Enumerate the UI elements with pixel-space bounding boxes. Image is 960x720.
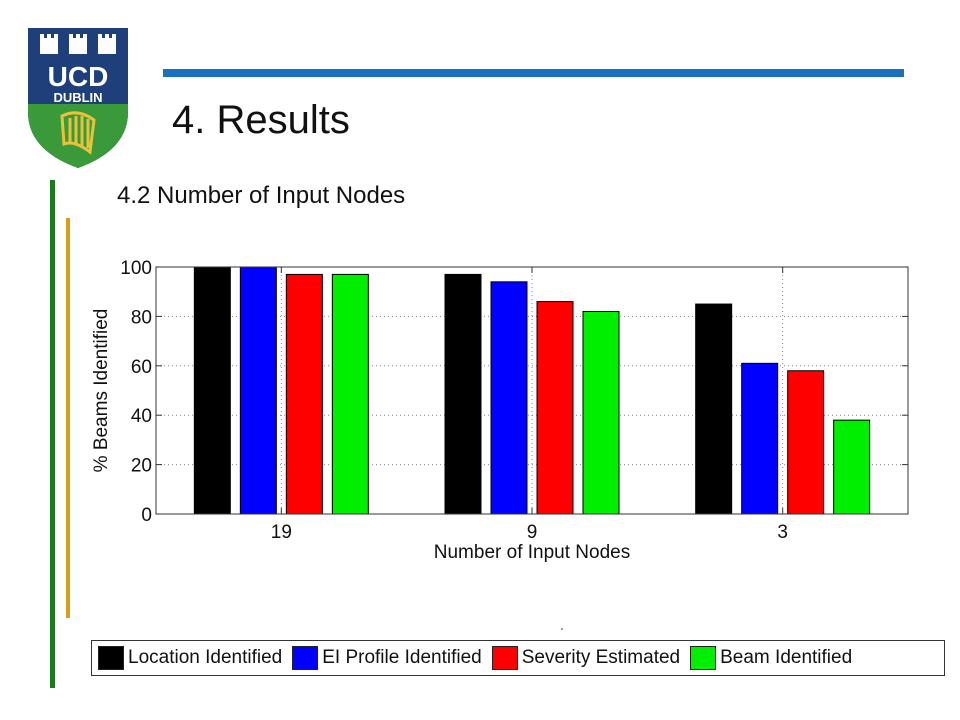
y-tick-label: 20 (131, 456, 152, 477)
x-tick-label: 19 (271, 522, 292, 543)
chart-legend: Location Identified EI Profile Identified… (91, 640, 945, 676)
bar (285, 273, 323, 515)
bar (331, 273, 369, 515)
left-green-rule (50, 180, 55, 688)
ucd-logo: UCD DUBLIN (24, 20, 132, 170)
bar (444, 273, 482, 515)
y-tick-label: 40 (131, 406, 152, 427)
x-axis-label: Number of Input Nodes (434, 542, 630, 563)
harp-icon (60, 111, 96, 155)
bar (536, 301, 574, 515)
bar (490, 281, 528, 515)
legend-label: Beam Identified (720, 647, 853, 668)
y-tick-label: 0 (141, 505, 152, 526)
legend-label: Severity Estimated (521, 647, 681, 668)
bar (582, 310, 620, 515)
logo-text-ucd: UCD (48, 61, 109, 92)
y-axis-label: % Beams Identified (91, 309, 112, 473)
legend-label: Location Identified (128, 647, 283, 668)
legend-swatch (690, 646, 717, 670)
slide-subtitle: 4.2 Number of Input Nodes (117, 182, 406, 209)
y-tick-label: 60 (131, 357, 152, 378)
legend-label: EI Profile Identified (322, 647, 482, 668)
top-accent-rule (163, 69, 904, 77)
logo-text-dublin: DUBLIN (53, 90, 102, 105)
legend-swatch (98, 646, 124, 670)
x-tick-label: 3 (777, 522, 788, 543)
y-tick-label: 80 (131, 307, 152, 328)
left-gold-rule (66, 218, 70, 618)
legend-item: Location Identified (98, 646, 282, 670)
legend-item: Beam Identified (690, 646, 852, 670)
bar (239, 266, 277, 515)
bar (695, 303, 733, 515)
bar (787, 370, 825, 515)
legend-swatch (292, 646, 319, 670)
legend-swatch (491, 646, 518, 670)
plot-area (156, 267, 908, 514)
decorative-dot (561, 628, 563, 630)
y-tick-label: 100 (120, 258, 152, 279)
bar (741, 362, 779, 515)
legend-item: EI Profile Identified (292, 646, 482, 670)
bar (193, 266, 231, 515)
legend-item: Severity Estimated (491, 646, 681, 670)
bar (833, 419, 871, 515)
x-tick-label: 9 (527, 522, 538, 543)
slide-title: 4. Results (172, 98, 350, 142)
